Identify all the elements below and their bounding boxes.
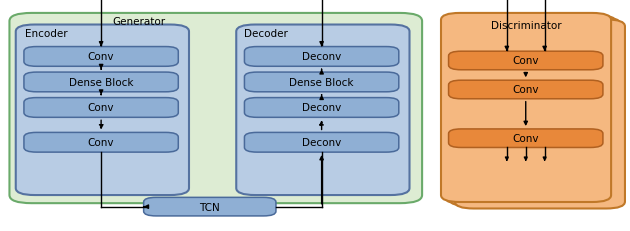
FancyBboxPatch shape: [244, 98, 399, 118]
FancyBboxPatch shape: [9, 14, 422, 203]
Text: Deconv: Deconv: [302, 103, 341, 113]
FancyBboxPatch shape: [236, 25, 410, 195]
Text: Discriminator: Discriminator: [491, 20, 561, 30]
FancyBboxPatch shape: [24, 73, 178, 92]
Text: Decoder: Decoder: [244, 28, 288, 39]
Text: Conv: Conv: [88, 52, 115, 62]
FancyBboxPatch shape: [455, 20, 625, 209]
FancyBboxPatch shape: [24, 98, 178, 118]
Text: Conv: Conv: [88, 103, 115, 113]
FancyBboxPatch shape: [449, 81, 603, 99]
FancyBboxPatch shape: [24, 47, 178, 67]
FancyBboxPatch shape: [244, 73, 399, 92]
Text: Conv: Conv: [88, 138, 115, 148]
Text: Dense Block: Dense Block: [289, 78, 354, 88]
FancyBboxPatch shape: [144, 198, 276, 216]
FancyBboxPatch shape: [445, 16, 616, 204]
Text: Deconv: Deconv: [302, 52, 341, 62]
FancyBboxPatch shape: [244, 47, 399, 67]
Text: Conv: Conv: [512, 134, 539, 144]
FancyBboxPatch shape: [441, 14, 611, 202]
Text: TCN: TCN: [200, 202, 220, 212]
Text: Deconv: Deconv: [302, 138, 341, 148]
FancyBboxPatch shape: [24, 133, 178, 152]
FancyBboxPatch shape: [449, 52, 603, 70]
FancyBboxPatch shape: [449, 129, 603, 148]
FancyBboxPatch shape: [244, 133, 399, 152]
FancyBboxPatch shape: [450, 18, 620, 206]
Text: Generator: Generator: [112, 17, 165, 27]
Text: Conv: Conv: [512, 56, 539, 66]
Text: Conv: Conv: [512, 85, 539, 95]
Text: Encoder: Encoder: [25, 28, 68, 39]
Text: Dense Block: Dense Block: [69, 78, 134, 88]
FancyBboxPatch shape: [16, 25, 189, 195]
